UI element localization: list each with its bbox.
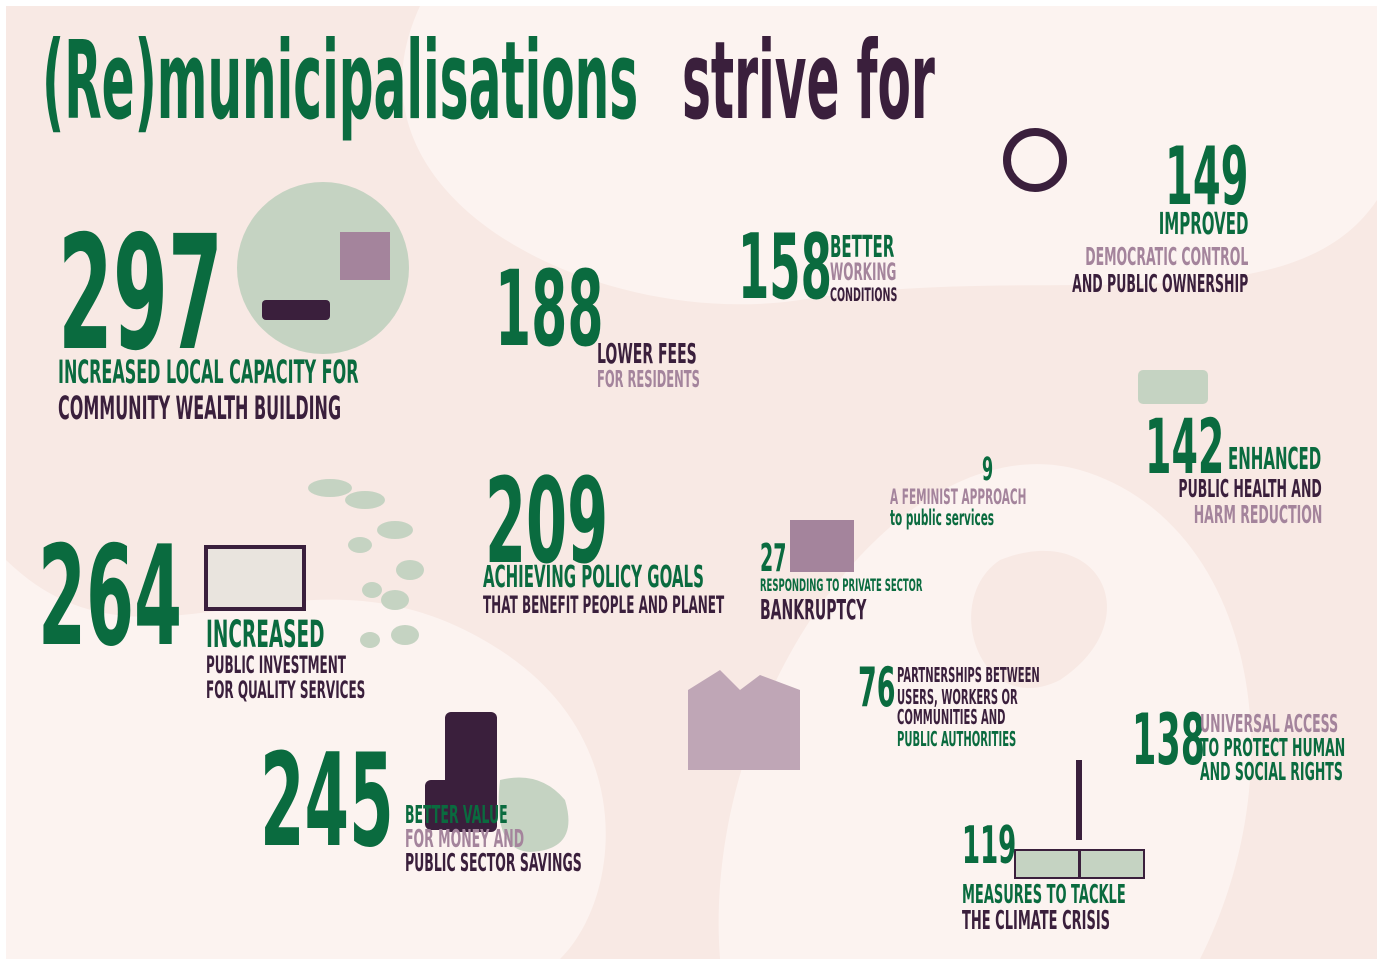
swirl <box>718 464 1252 959</box>
title: strive for <box>682 19 935 144</box>
illustration <box>1138 370 1208 404</box>
stat-number: 119 <box>962 816 1017 876</box>
stat-number: 158 <box>738 215 832 320</box>
swirl <box>6 560 606 959</box>
illustration <box>1076 760 1082 840</box>
title: (Re)municipalisations <box>42 19 639 144</box>
caption: THAT BENEFIT PEOPLE AND PLANET <box>483 591 725 619</box>
caption: HARM REDUCTION <box>1193 500 1322 529</box>
stat-number: 9 <box>982 450 994 488</box>
caption: PUBLIC AUTHORITIES <box>897 727 1017 751</box>
caption: ACHIEVING POLICY GOALS <box>483 560 704 595</box>
caption: FOR MONEY AND <box>405 824 525 853</box>
stat-number: 188 <box>495 248 604 370</box>
caption: FOR QUALITY SERVICES <box>206 676 366 704</box>
stat-number: 297 <box>58 202 223 386</box>
caption: BANKRUPTCY <box>760 593 867 626</box>
stat-number: 138 <box>1132 699 1206 781</box>
caption: DEMOCRATIC CONTROL <box>1084 242 1248 271</box>
caption: AND SOCIAL RIGHTS <box>1200 757 1343 786</box>
illustration <box>262 300 330 320</box>
stat-number: 27 <box>760 536 787 580</box>
stat-number: 264 <box>38 516 183 677</box>
illustration <box>790 520 854 572</box>
caption: BETTER VALUE <box>405 800 508 829</box>
illustration <box>340 232 390 280</box>
illustration <box>1079 849 1145 879</box>
swirl <box>402 6 1377 305</box>
caption: FOR RESIDENTS <box>597 367 700 393</box>
illustration <box>688 670 800 770</box>
caption: COMMUNITY WEALTH BUILDING <box>58 389 342 427</box>
caption: ENHANCED <box>1228 442 1322 477</box>
illustration <box>498 777 569 852</box>
stat-number: 149 <box>1165 130 1249 223</box>
stat-number: 76 <box>858 656 896 719</box>
caption: WORKING <box>830 258 897 286</box>
illustration <box>425 712 497 832</box>
swirl <box>971 550 1107 689</box>
stat-number: 209 <box>485 452 609 590</box>
caption: RESPONDING TO PRIVATE SECTOR <box>760 576 923 596</box>
caption: A FEMINIST APPROACH <box>890 485 1027 509</box>
caption: AND PUBLIC OWNERSHIP <box>1071 269 1248 298</box>
caption: to public services <box>890 506 995 530</box>
caption: BETTER <box>830 230 895 265</box>
stat-number: 142 <box>1145 402 1225 491</box>
illustration <box>1014 849 1080 879</box>
caption: PUBLIC HEALTH AND <box>1178 474 1322 503</box>
caption: LOWER FEES <box>597 337 697 370</box>
illustration <box>1003 128 1067 192</box>
caption: MEASURES TO TACKLE <box>962 880 1126 910</box>
caption: IMPROVED <box>1158 207 1248 242</box>
caption: INCREASED <box>206 613 325 656</box>
caption: THE CLIMATE CRISIS <box>962 906 1111 936</box>
caption: TO PROTECT HUMAN <box>1200 733 1346 762</box>
caption: USERS, WORKERS OR <box>897 685 1018 709</box>
caption: PUBLIC SECTOR SAVINGS <box>405 848 582 877</box>
caption: PARTNERSHIPS BETWEEN <box>897 663 1040 687</box>
illustration <box>308 479 424 648</box>
caption: CONDITIONS <box>830 284 898 306</box>
caption: COMMUNITIES AND <box>897 705 1006 729</box>
caption: INCREASED LOCAL CAPACITY FOR <box>58 353 359 391</box>
caption: UNIVERSAL ACCESS <box>1200 709 1339 738</box>
caption: PUBLIC INVESTMENT <box>206 651 346 679</box>
illustration <box>208 549 302 607</box>
stat-number: 245 <box>260 727 394 876</box>
